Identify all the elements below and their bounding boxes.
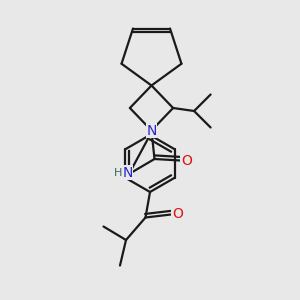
Text: O: O [181,154,192,167]
Text: N: N [122,166,133,180]
Text: H: H [113,168,122,178]
Text: N: N [146,124,157,137]
Text: O: O [172,208,183,221]
